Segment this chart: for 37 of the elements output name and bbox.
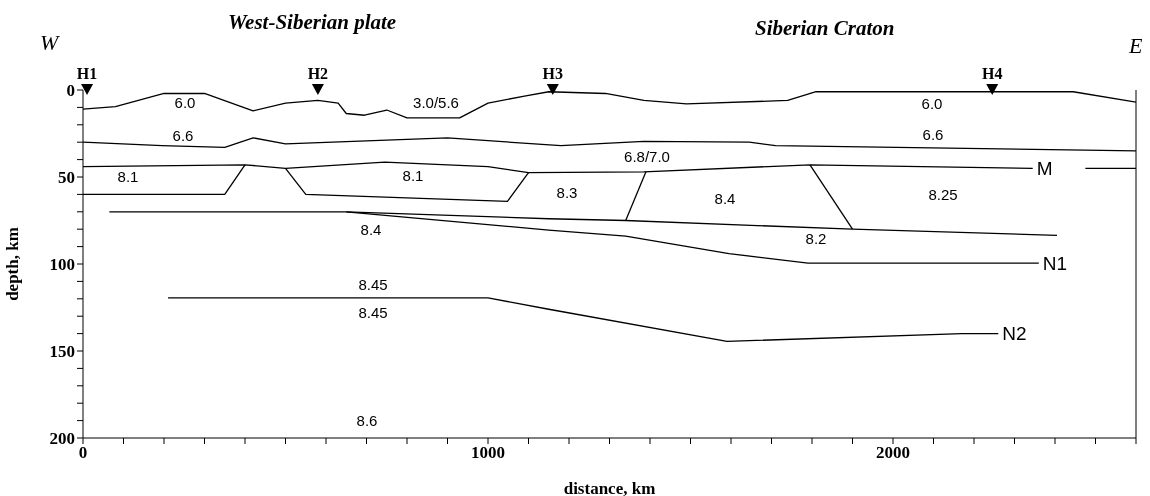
y-tick-label: 50 xyxy=(58,168,75,188)
y-tick-label: 0 xyxy=(66,81,75,101)
text: Siberian Craton xyxy=(755,16,895,41)
text: West-Siberian plate xyxy=(228,10,397,35)
y-tick-label: 150 xyxy=(49,342,75,362)
annotation: 8.3 xyxy=(556,183,578,201)
annotation: 8.2 xyxy=(805,229,827,247)
x-tick-label: 2000 xyxy=(876,443,910,463)
data-label: H3 xyxy=(542,65,564,82)
x-tick-label: 1000 xyxy=(471,443,505,463)
annotation: 6.6 xyxy=(922,125,944,143)
annotation: 6.0 xyxy=(921,94,943,112)
y-axis-title: depth, km xyxy=(3,227,23,301)
series-label: M xyxy=(1036,157,1053,179)
annotation: 8.4 xyxy=(360,220,382,238)
x-axis-title: distance, km xyxy=(563,479,656,496)
series-label: N2 xyxy=(1002,323,1027,345)
annotation: 3.0/5.6 xyxy=(413,93,459,111)
annotation: 8.6 xyxy=(356,411,378,429)
annotation: 8.1 xyxy=(402,166,424,184)
annotation: 8.1 xyxy=(117,167,139,185)
y-tick-label: 100 xyxy=(49,255,75,275)
annotation: 8.45 xyxy=(358,275,388,293)
annotation: 8.25 xyxy=(928,185,958,203)
y-tick-label: 200 xyxy=(49,429,75,449)
series-label: N1 xyxy=(1042,252,1068,274)
annotation: 6.0 xyxy=(174,93,196,111)
annotation: 8.45 xyxy=(358,303,388,321)
text: E xyxy=(1129,33,1143,59)
annotation: 6.6 xyxy=(172,126,194,144)
data-label: H4 xyxy=(982,65,1003,82)
annotation: 8.4 xyxy=(714,189,736,207)
data-label: H2 xyxy=(307,65,329,82)
x-tick-label: 0 xyxy=(78,443,88,463)
data-label: H1 xyxy=(76,65,98,82)
text: W xyxy=(40,30,59,56)
annotation: 6.8/7.0 xyxy=(624,147,670,165)
